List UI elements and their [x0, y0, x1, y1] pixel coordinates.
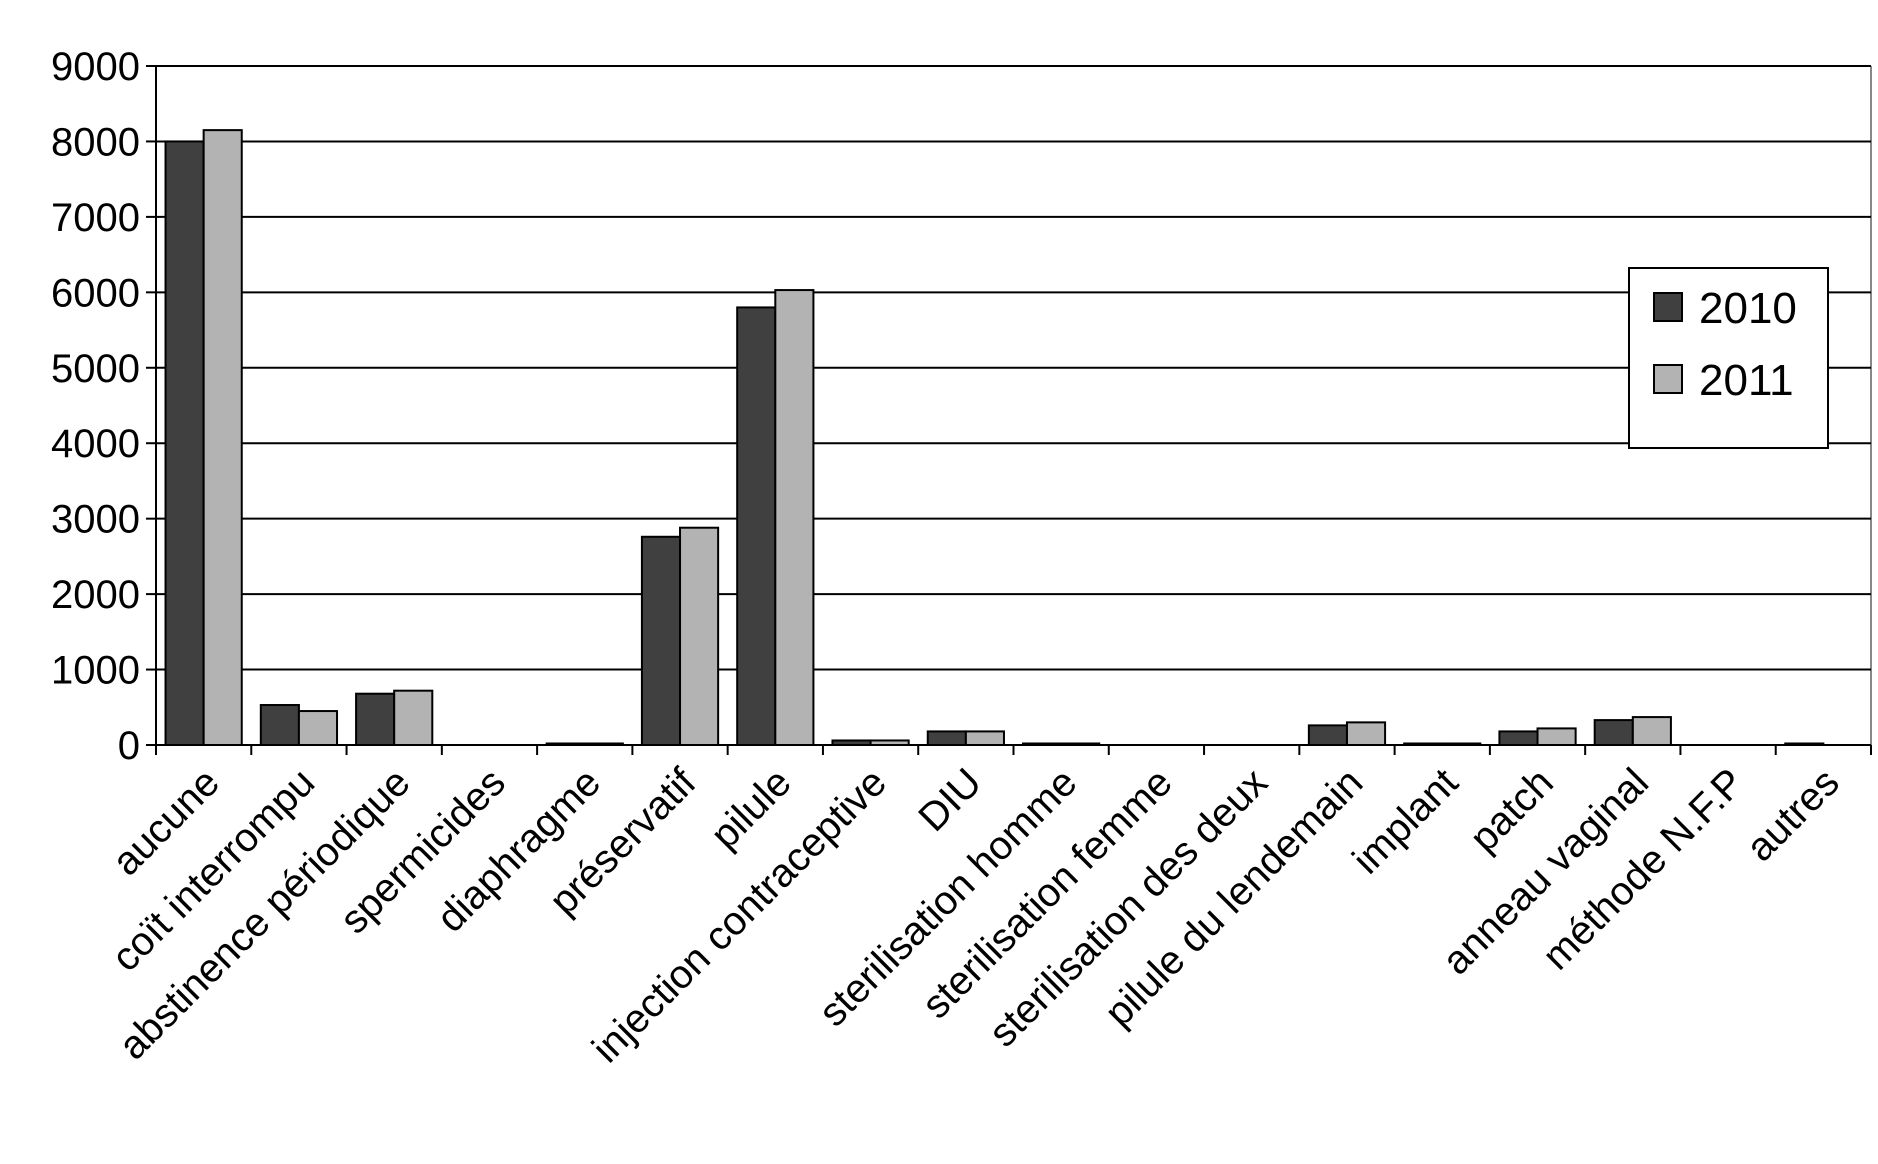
bar	[1631, 716, 1672, 747]
bar	[1022, 742, 1063, 746]
y-tick-label: 5000	[51, 347, 140, 391]
y-tick-label: 6000	[51, 271, 140, 315]
bar	[1593, 719, 1634, 746]
legend-label: 2011	[1699, 356, 1794, 405]
bar	[1536, 727, 1577, 746]
bar	[964, 730, 1005, 746]
bar	[545, 742, 586, 746]
bar	[1060, 742, 1101, 746]
y-tick-label: 0	[118, 724, 140, 768]
x-tick-label: autres	[1738, 760, 1848, 870]
bar	[1307, 724, 1348, 747]
bar	[831, 739, 872, 746]
bar	[259, 704, 300, 747]
bar	[202, 129, 243, 746]
y-tick-label: 1000	[51, 649, 140, 693]
legend: 2010 2011	[1628, 267, 1829, 449]
bar	[736, 306, 777, 746]
bar	[297, 710, 339, 746]
bar	[164, 140, 205, 746]
y-tick-label: 9000	[51, 45, 140, 89]
legend-label: 2010	[1699, 284, 1797, 333]
bar	[679, 526, 720, 746]
y-tick-label: 7000	[51, 196, 140, 240]
bar	[869, 739, 910, 746]
bar	[926, 730, 967, 746]
y-tick-label: 3000	[51, 498, 140, 542]
bar	[393, 689, 434, 746]
x-tick-label: DIU	[910, 760, 990, 840]
bar	[355, 692, 396, 746]
y-tick-label: 2000	[51, 573, 140, 617]
bar	[640, 535, 682, 746]
y-tick-label: 4000	[51, 422, 140, 466]
bar	[1403, 742, 1444, 746]
bar	[1441, 742, 1482, 746]
legend-swatch	[1653, 364, 1683, 394]
bar	[774, 289, 815, 746]
bar	[1784, 742, 1825, 746]
bar	[1345, 721, 1387, 746]
legend-swatch	[1653, 292, 1683, 322]
x-tick-label: implant	[1344, 760, 1466, 882]
bar	[583, 742, 624, 746]
y-tick-label: 8000	[51, 120, 140, 164]
bar	[1498, 730, 1539, 746]
